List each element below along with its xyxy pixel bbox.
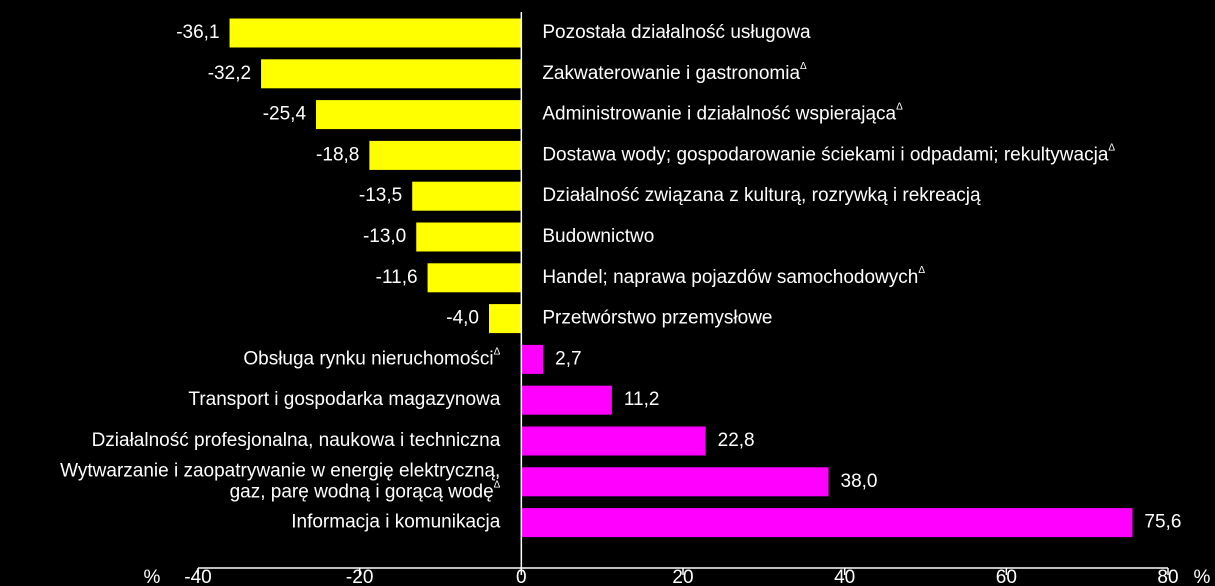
axis-unit: % [144, 567, 161, 586]
value-label: -13,0 [363, 226, 406, 247]
category-text: Handel; naprawa pojazdów samochodowych [542, 267, 918, 288]
x-tick-label: -40 [184, 567, 211, 586]
footnote-mark: Δ [1108, 142, 1115, 153]
category-text: Budownictwo [542, 226, 654, 247]
category-text: Przetwórstwo przemysłowe [542, 308, 772, 329]
category-text: Pozostała działalność usługowa [542, 22, 811, 43]
footnote-mark: Δ [494, 346, 501, 357]
x-tick-label: 20 [672, 567, 693, 586]
bar [261, 59, 522, 89]
footnote-mark: Δ [494, 479, 501, 490]
value-label: -25,4 [263, 104, 307, 125]
category-label: Obsługa rynku nieruchomościΔ [243, 346, 500, 369]
footnote-mark: Δ [896, 101, 903, 112]
bar [521, 467, 829, 497]
bar [521, 426, 706, 456]
value-label: -13,5 [359, 185, 402, 206]
category-label: Działalność związana z kulturą, rozrywką… [542, 185, 981, 206]
category-label: Wytwarzanie i zaopatrywanie w energię el… [60, 460, 500, 481]
category-label: Handel; naprawa pojazdów samochodowychΔ [542, 264, 925, 287]
category-text: Wytwarzanie i zaopatrywanie w energię el… [60, 460, 500, 481]
value-label: 38,0 [841, 471, 878, 492]
value-label: 75,6 [1144, 512, 1181, 533]
category-label: Transport i gospodarka magazynowa [188, 389, 500, 410]
category-text: Obsługa rynku nieruchomości [243, 348, 493, 369]
category-text: Zakwaterowanie i gastronomia [542, 63, 800, 84]
x-tick-label: 80 [1157, 567, 1178, 586]
value-label: 22,8 [718, 430, 755, 451]
bar [427, 263, 522, 293]
category-label: Administrowanie i działalność wspierając… [542, 101, 903, 124]
category-label: Pozostała działalność usługowa [542, 22, 811, 43]
category-label: Informacja i komunikacja [291, 512, 501, 533]
category-label: gaz, parę wodną i gorącą wodęΔ [230, 479, 501, 502]
category-text: Dostawa wody; gospodarowanie ściekami i … [542, 144, 1108, 165]
bar [316, 100, 522, 130]
category-label: Dostawa wody; gospodarowanie ściekami i … [542, 142, 1115, 165]
value-label: -4,0 [446, 308, 479, 329]
category-label: Przetwórstwo przemysłowe [542, 308, 772, 329]
category-label: Zakwaterowanie i gastronomiaΔ [542, 60, 807, 83]
footnote-mark: Δ [800, 60, 807, 71]
bar [521, 344, 544, 374]
x-tick-label: 40 [834, 567, 855, 586]
bar [416, 222, 522, 252]
bar [489, 304, 522, 334]
value-label: -32,2 [208, 63, 251, 84]
value-label: -18,8 [316, 144, 359, 165]
x-tick-label: 60 [996, 567, 1017, 586]
category-text: Transport i gospodarka magazynowa [188, 389, 500, 410]
category-text: Informacja i komunikacja [291, 512, 501, 533]
x-tick-label: 0 [516, 567, 527, 586]
bar [521, 508, 1133, 538]
category-text: Działalność profesjonalna, naukowa i tec… [92, 430, 501, 451]
x-tick-label: -20 [346, 567, 373, 586]
bar [229, 18, 522, 48]
bar [412, 181, 522, 211]
axis-unit: % [1194, 567, 1211, 586]
bar [521, 385, 612, 415]
category-text: gaz, parę wodną i gorącą wodę [230, 481, 494, 502]
footnote-mark: Δ [918, 264, 925, 275]
value-label: 2,7 [555, 348, 581, 369]
value-label: 11,2 [624, 389, 660, 410]
category-label: Działalność profesjonalna, naukowa i tec… [92, 430, 501, 451]
category-label: Budownictwo [542, 226, 654, 247]
category-text: Działalność związana z kulturą, rozrywką… [542, 185, 981, 206]
bar [369, 140, 522, 170]
value-label: -11,6 [376, 267, 418, 288]
category-text: Administrowanie i działalność wspierając… [542, 104, 896, 125]
value-label: -36,1 [176, 22, 219, 43]
